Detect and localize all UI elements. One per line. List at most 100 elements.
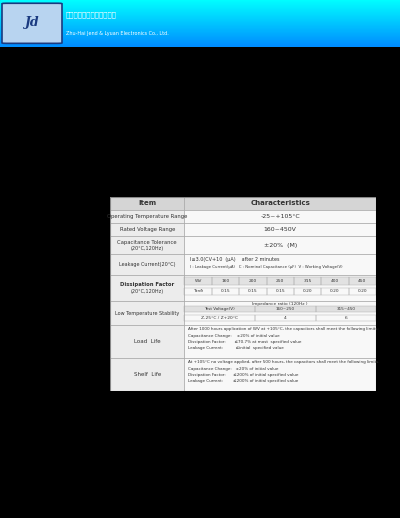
Text: (20°C,120Hz): (20°C,120Hz) — [131, 246, 164, 251]
Bar — [0, 0, 400, 1]
Bar — [0, 35, 400, 36]
Bar — [321, 277, 349, 285]
Text: 160~250: 160~250 — [276, 307, 295, 311]
Bar — [110, 325, 184, 358]
Bar — [316, 306, 376, 312]
Bar — [0, 21, 400, 22]
Bar — [0, 4, 400, 5]
Bar — [212, 277, 239, 285]
Bar — [316, 315, 376, 321]
Bar — [0, 23, 400, 24]
Bar — [239, 277, 266, 285]
Text: 0.20: 0.20 — [303, 290, 312, 294]
Bar — [0, 34, 400, 35]
Bar — [316, 306, 376, 312]
Text: 160~450V: 160~450V — [264, 227, 297, 233]
Text: 200: 200 — [249, 279, 257, 283]
Bar — [321, 287, 349, 295]
Text: Tanδ: Tanδ — [193, 290, 203, 294]
Bar — [239, 277, 266, 285]
Text: ±20%  (M): ±20% (M) — [264, 242, 297, 248]
Bar — [255, 306, 316, 312]
Text: 6: 6 — [344, 316, 347, 320]
Bar — [0, 40, 400, 41]
Bar — [184, 315, 255, 321]
Bar — [349, 277, 376, 285]
Bar — [0, 24, 400, 25]
Bar — [0, 27, 400, 28]
Bar — [0, 19, 400, 20]
Bar — [0, 9, 400, 10]
Text: 160: 160 — [221, 279, 230, 283]
Bar — [0, 42, 400, 43]
Bar — [184, 210, 376, 223]
Bar — [266, 287, 294, 295]
Bar — [321, 277, 349, 285]
Bar — [184, 236, 376, 253]
Bar — [110, 358, 184, 391]
Bar — [184, 223, 376, 236]
Text: Capacitance Tolerance: Capacitance Tolerance — [118, 240, 177, 246]
Text: After 1000 hours application of WV at +105°C, the capacitors shall meet the foll: After 1000 hours application of WV at +1… — [188, 327, 379, 332]
Bar — [349, 287, 376, 295]
Text: Capacitance Change:    ±20% of initial value: Capacitance Change: ±20% of initial valu… — [188, 334, 280, 338]
Bar — [184, 325, 376, 358]
Bar — [184, 301, 376, 325]
Bar — [184, 277, 212, 285]
Bar — [184, 315, 255, 321]
Bar — [184, 306, 255, 312]
Bar — [0, 2, 400, 3]
Bar — [184, 306, 255, 312]
Bar — [239, 287, 266, 295]
Bar — [184, 236, 376, 253]
Bar — [212, 287, 239, 295]
Bar — [239, 287, 266, 295]
Text: Leakage Current:        ≤200% of initial specified value: Leakage Current: ≤200% of initial specif… — [188, 379, 299, 383]
Bar — [266, 277, 294, 285]
Bar — [184, 197, 376, 210]
Bar — [0, 45, 400, 46]
Bar — [0, 20, 400, 21]
Bar — [255, 306, 316, 312]
Bar — [184, 301, 376, 325]
Bar — [255, 315, 316, 321]
Text: Load  Life: Load Life — [134, 339, 160, 344]
Bar — [349, 277, 376, 285]
Text: I : Leakage Current(μA)   C : Nominal Capacitance (μF)  V : Working Voltage(V): I : Leakage Current(μA) C : Nominal Capa… — [190, 265, 342, 269]
Bar — [0, 38, 400, 39]
Text: 315~450: 315~450 — [336, 307, 355, 311]
Text: 315: 315 — [304, 279, 312, 283]
Text: 400: 400 — [331, 279, 339, 283]
Bar — [0, 22, 400, 23]
Text: 250: 250 — [276, 279, 284, 283]
Text: Zhu-Hai Jend & Lyuan Electronics Co., Ltd.: Zhu-Hai Jend & Lyuan Electronics Co., Lt… — [66, 31, 169, 36]
Bar — [0, 6, 400, 7]
Text: Low Temperature Stability: Low Temperature Stability — [115, 311, 179, 316]
Bar — [0, 32, 400, 33]
Bar — [316, 315, 376, 321]
Bar — [110, 210, 184, 223]
Bar — [212, 277, 239, 285]
Bar — [110, 275, 184, 301]
Text: Z-25°C / Z+20°C: Z-25°C / Z+20°C — [202, 316, 238, 320]
Bar — [0, 37, 400, 38]
Bar — [184, 287, 212, 295]
Text: Leakage Current:          ≤initial  specified value: Leakage Current: ≤initial specified valu… — [188, 346, 284, 350]
Bar — [110, 223, 184, 236]
Bar — [0, 16, 400, 17]
Text: Capacitance Change:   ±20% of initial value: Capacitance Change: ±20% of initial valu… — [188, 367, 279, 371]
Bar — [0, 12, 400, 13]
Bar — [110, 301, 184, 325]
Bar — [110, 223, 184, 236]
Bar — [0, 28, 400, 29]
Text: 450: 450 — [358, 279, 366, 283]
Bar — [294, 287, 321, 295]
Bar — [110, 358, 184, 391]
Bar — [0, 10, 400, 11]
Bar — [110, 275, 184, 301]
Bar — [110, 253, 184, 275]
Text: Impedance ratio (120Hz ): Impedance ratio (120Hz ) — [252, 303, 308, 306]
Text: Operating Temperature Range: Operating Temperature Range — [107, 214, 188, 219]
Bar — [0, 46, 400, 47]
Bar — [110, 253, 184, 275]
